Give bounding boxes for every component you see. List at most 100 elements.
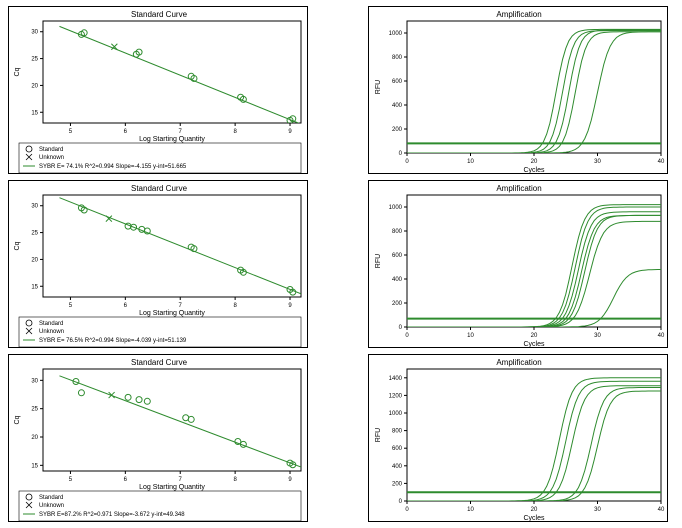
svg-text:0: 0: [399, 151, 403, 157]
svg-text:Standard: Standard: [39, 495, 63, 501]
svg-text:Log Starting Quantity: Log Starting Quantity: [139, 136, 205, 143]
svg-text:Log Starting Quantity: Log Starting Quantity: [139, 310, 205, 317]
svg-text:Cycles: Cycles: [523, 167, 545, 174]
svg-text:Cq: Cq: [14, 241, 21, 250]
svg-text:15: 15: [31, 463, 38, 469]
svg-text:20: 20: [31, 435, 38, 441]
legend-circle-icon: [26, 320, 32, 326]
svg-text:5: 5: [69, 477, 73, 483]
svg-text:Cq: Cq: [14, 67, 21, 76]
standard-point: [125, 394, 131, 400]
svg-text:1200: 1200: [389, 393, 403, 399]
svg-text:25: 25: [31, 231, 38, 237]
svg-text:400: 400: [392, 464, 403, 470]
amplification-curve: [407, 31, 661, 153]
svg-text:30: 30: [594, 159, 601, 165]
svg-text:Unknown: Unknown: [39, 155, 64, 161]
svg-text:10: 10: [467, 507, 474, 513]
svg-text:400: 400: [392, 277, 403, 283]
svg-text:Standard Curve: Standard Curve: [131, 10, 188, 19]
svg-text:800: 800: [392, 55, 403, 61]
svg-text:1400: 1400: [389, 376, 403, 382]
amplification-curve: [407, 205, 661, 327]
svg-text:Cq: Cq: [14, 415, 21, 424]
svg-text:RFU: RFU: [375, 254, 382, 268]
amplification-panel: Amplification01020304002004006008001000C…: [368, 6, 668, 174]
svg-text:200: 200: [392, 481, 403, 487]
svg-text:30: 30: [594, 507, 601, 513]
amplification-curve: [407, 221, 661, 327]
svg-text:1000: 1000: [389, 31, 403, 37]
svg-text:400: 400: [392, 103, 403, 109]
amplification-curve: [407, 29, 661, 153]
svg-text:RFU: RFU: [375, 80, 382, 94]
svg-text:20: 20: [31, 83, 38, 89]
svg-text:Unknown: Unknown: [39, 503, 64, 509]
svg-text:Unknown: Unknown: [39, 329, 64, 335]
amplification-curve: [407, 378, 661, 501]
svg-text:10: 10: [467, 333, 474, 339]
svg-text:5: 5: [69, 129, 73, 135]
svg-text:800: 800: [392, 229, 403, 235]
amplification-curve: [407, 215, 661, 327]
amplification-curve: [407, 215, 661, 327]
svg-text:10: 10: [467, 159, 474, 165]
svg-text:40: 40: [658, 507, 665, 513]
legend-circle-icon: [26, 146, 32, 152]
svg-text:Amplification: Amplification: [496, 358, 541, 367]
amplification-curve: [407, 388, 661, 502]
svg-text:600: 600: [392, 79, 403, 85]
svg-text:RFU: RFU: [375, 428, 382, 442]
svg-text:800: 800: [392, 429, 403, 435]
svg-text:20: 20: [531, 507, 538, 513]
svg-text:1000: 1000: [389, 411, 403, 417]
svg-text:6: 6: [124, 129, 128, 135]
svg-text:7: 7: [179, 477, 183, 483]
svg-text:0: 0: [405, 159, 409, 165]
svg-text:9: 9: [288, 129, 292, 135]
svg-text:25: 25: [31, 57, 38, 63]
svg-text:5: 5: [69, 303, 73, 309]
svg-text:0: 0: [405, 333, 409, 339]
svg-text:9: 9: [288, 477, 292, 483]
svg-text:200: 200: [392, 301, 403, 307]
svg-text:7: 7: [179, 303, 183, 309]
svg-text:Log Starting Quantity: Log Starting Quantity: [139, 484, 205, 491]
svg-text:40: 40: [658, 159, 665, 165]
svg-text:7: 7: [179, 129, 183, 135]
svg-text:25: 25: [31, 407, 38, 413]
amplification-curve: [407, 386, 661, 501]
svg-text:30: 30: [31, 30, 38, 36]
svg-text:8: 8: [233, 477, 237, 483]
svg-text:20: 20: [531, 333, 538, 339]
standard-curve-panel: Standard Curve5678915202530Log Starting …: [8, 354, 308, 522]
amplification-panel: Amplification01020304002004006008001000C…: [368, 180, 668, 348]
svg-text:Standard: Standard: [39, 321, 63, 327]
amplification-curve: [407, 32, 661, 153]
svg-text:0: 0: [405, 507, 409, 513]
amplification-curve: [407, 381, 661, 501]
svg-text:0: 0: [399, 499, 403, 505]
svg-text:15: 15: [31, 110, 38, 116]
svg-text:30: 30: [31, 378, 38, 384]
svg-text:600: 600: [392, 253, 403, 259]
svg-text:20: 20: [31, 257, 38, 263]
amplification-curve: [407, 391, 661, 501]
svg-text:Standard Curve: Standard Curve: [131, 184, 188, 193]
standard-point: [78, 390, 84, 396]
standard-point: [144, 398, 150, 404]
svg-text:30: 30: [594, 333, 601, 339]
svg-text:9: 9: [288, 303, 292, 309]
svg-text:Amplification: Amplification: [496, 10, 541, 19]
svg-text:SYBR E=87.2% R^2=0.971 Slope: SYBR E=87.2% R^2=0.971 Slope=-3.672 y-in…: [39, 512, 185, 518]
svg-text:40: 40: [658, 333, 665, 339]
svg-text:Standard Curve: Standard Curve: [131, 358, 188, 367]
svg-text:6: 6: [124, 303, 128, 309]
svg-text:30: 30: [31, 204, 38, 210]
svg-text:Cycles: Cycles: [523, 515, 545, 522]
svg-text:SYBR E= 74.1% R^2=0.994 Slo: SYBR E= 74.1% R^2=0.994 Slope=-4.155 y-i…: [39, 164, 187, 170]
svg-text:8: 8: [233, 303, 237, 309]
svg-text:8: 8: [233, 129, 237, 135]
svg-text:15: 15: [31, 284, 38, 290]
svg-text:0: 0: [399, 325, 403, 331]
